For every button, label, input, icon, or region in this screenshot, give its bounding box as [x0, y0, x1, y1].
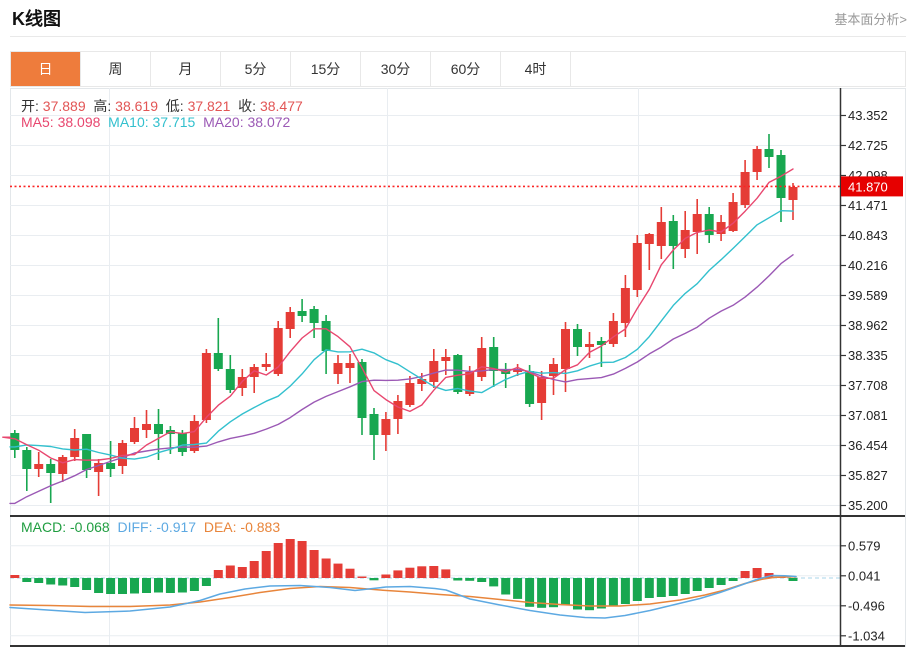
svg-text:37.708: 37.708: [848, 378, 888, 393]
svg-text:38.962: 38.962: [848, 318, 888, 333]
svg-text:40.843: 40.843: [848, 228, 888, 243]
svg-text:42.725: 42.725: [848, 138, 888, 153]
svg-text:41.471: 41.471: [848, 198, 888, 213]
svg-text:41.870: 41.870: [848, 179, 888, 194]
svg-text:0.579: 0.579: [848, 538, 881, 553]
svg-text:35.827: 35.827: [848, 468, 888, 483]
svg-text:36.454: 36.454: [848, 438, 888, 453]
svg-text:35.200: 35.200: [848, 498, 888, 513]
svg-text:37.081: 37.081: [848, 408, 888, 423]
svg-text:0.041: 0.041: [848, 568, 881, 583]
svg-text:38.335: 38.335: [848, 348, 888, 363]
svg-text:40.216: 40.216: [848, 258, 888, 273]
svg-text:-1.034: -1.034: [848, 628, 885, 643]
svg-text:43.352: 43.352: [848, 108, 888, 123]
svg-text:39.589: 39.589: [848, 288, 888, 303]
svg-text:-0.496: -0.496: [848, 598, 885, 613]
